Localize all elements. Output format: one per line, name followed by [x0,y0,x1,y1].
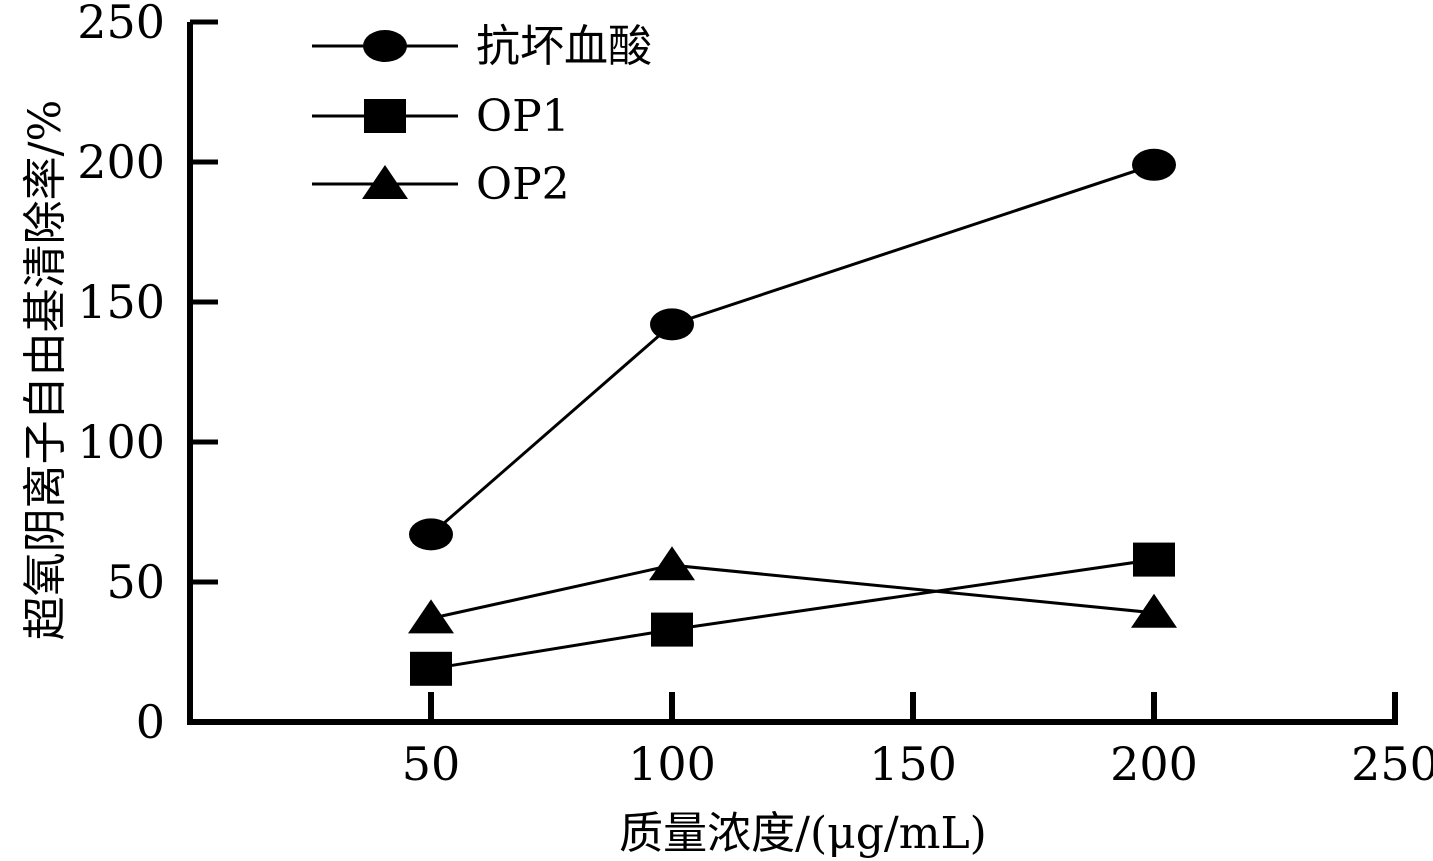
series-triangle [408,546,1177,634]
data-point-circle [409,518,453,551]
data-point-square [410,651,452,686]
series-line [430,163,1155,536]
x-tick-label: 100 [628,737,716,791]
data-point-triangle [649,546,695,581]
series-line [430,563,1155,620]
x-tick-label: 50 [402,737,461,791]
x-axis-ticks: 50 100 150 200 250 [402,692,1433,791]
data-point-triangle [1131,593,1177,628]
legend-label: 抗坏血酸 [476,21,652,72]
data-point-triangle [408,599,454,634]
data-point-circle [650,308,694,341]
y-axis-ticks: 0 50 100 150 200 250 [77,0,218,749]
legend-marker-triangle [362,165,408,199]
series-square [410,542,1175,686]
data-point-circle [1132,148,1176,181]
data-point-square [1133,542,1175,577]
y-tick-label: 50 [106,555,165,609]
x-tick-label: 250 [1351,737,1433,791]
data-point-square [651,612,693,647]
y-tick-label: 200 [77,135,165,189]
legend: 抗坏血酸 OP1 OP2 [312,21,652,210]
y-tick-label: 150 [77,275,165,329]
legend-marker-circle [363,30,407,62]
legend-label: OP2 [476,159,570,210]
y-axis-label: 超氧阴离子自由基清除率/% [20,100,71,641]
series-circle [409,148,1176,551]
x-tick-label: 200 [1110,737,1198,791]
axes [187,22,1398,725]
x-axis-label: 质量浓度/(μg/mL) [619,808,987,859]
y-tick-label: 100 [77,415,165,469]
y-tick-label: 0 [136,695,165,749]
legend-marker-square [364,99,406,133]
x-tick-label: 150 [869,737,957,791]
legend-label: OP1 [476,91,570,142]
y-tick-label: 250 [77,0,165,49]
series-layer [408,148,1177,686]
